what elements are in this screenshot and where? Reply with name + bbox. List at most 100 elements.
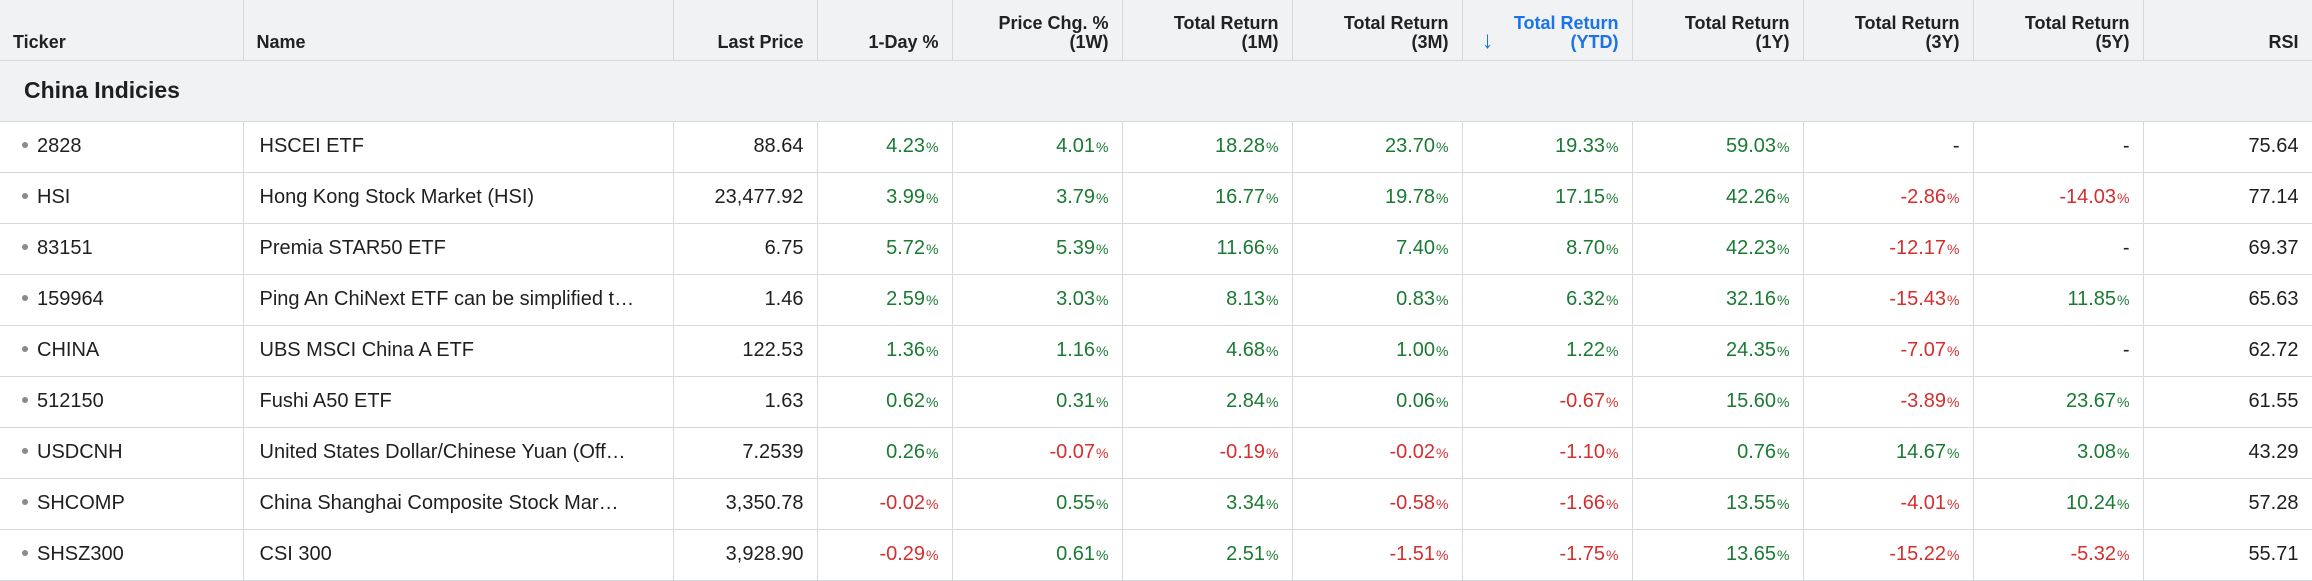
value: 3.79 (1056, 186, 1096, 208)
column-header-tr-3m[interactable]: Total Return (3M) (1292, 0, 1463, 61)
value: 5.72 (886, 237, 926, 259)
table-row[interactable]: 512150 Fushi A50 ETF 1.63 0.62% 0.31% 2.84% 0.… (0, 376, 2312, 428)
percent-sign: % (1947, 547, 1960, 563)
cell-name[interactable]: Fushi A50 ETF (243, 376, 674, 428)
value: - (2122, 339, 2130, 361)
cell-rsi: 65.63 (2143, 274, 2312, 326)
cell-name[interactable]: Premia STAR50 ETF (243, 223, 674, 275)
cell-tr-1m: 16.77% (1122, 172, 1293, 224)
cell-tr-5y: 23.67% (1973, 376, 2144, 428)
value: 7.40 (1396, 237, 1436, 259)
column-header-line1: Total Return (1684, 12, 1790, 33)
ticker-symbol[interactable]: CHINA (37, 339, 100, 361)
value: -2.86 (1900, 186, 1947, 208)
cell-tr-3y: -7.07% (1803, 325, 1974, 377)
ticker-symbol[interactable]: 2828 (37, 135, 82, 157)
cell-name[interactable]: Hong Kong Stock Market (HSI) (243, 172, 674, 224)
cell-name[interactable]: HSCEI ETF (243, 121, 674, 173)
bullet-dot-icon (22, 141, 28, 148)
column-header-tr-3y[interactable]: Total Return (3Y) (1803, 0, 1974, 61)
ticker-symbol[interactable]: 159964 (37, 288, 104, 310)
percent-sign: % (1947, 241, 1960, 257)
cell-name[interactable]: United States Dollar/Chinese Yuan (Off… (243, 427, 674, 479)
percent-sign: % (1266, 241, 1279, 257)
percent-sign: % (1436, 241, 1449, 257)
table-row[interactable]: 2828 HSCEI ETF 88.64 4.23% 4.01% 18.28% 23.70%… (0, 121, 2312, 173)
value: -1.75 (1559, 543, 1606, 565)
cell-ticker: 159964 (0, 274, 244, 326)
cell-tr-ytd: 8.70% (1462, 223, 1633, 275)
column-header-line1: Last Price (717, 31, 804, 52)
column-header-day-pct[interactable]: 1-Day % (817, 0, 953, 61)
percent-sign: % (2117, 547, 2130, 563)
cell-day-pct: 4.23% (817, 121, 953, 173)
column-header-chg-1w[interactable]: Price Chg. % (1W) (952, 0, 1123, 61)
value: -0.07 (1049, 441, 1096, 463)
bullet-dot-icon (22, 498, 28, 505)
cell-chg-1w: 1.16% (952, 325, 1123, 377)
column-header-ticker[interactable]: Ticker (0, 0, 244, 61)
table-row[interactable]: HSI Hong Kong Stock Market (HSI) 23,477.92… (0, 172, 2312, 224)
bullet-dot-icon (22, 396, 28, 403)
value: -14.03 (2059, 186, 2117, 208)
column-header-tr-5y[interactable]: Total Return (5Y) (1973, 0, 2144, 61)
percent-sign: % (926, 445, 939, 461)
column-header-label: Total Return (3Y) (1817, 13, 1960, 52)
cell-last-price: 3,350.78 (673, 478, 818, 530)
sort-descending-icon[interactable]: ↓ (1481, 26, 1494, 54)
table-row[interactable]: 83151 Premia STAR50 ETF 6.75 5.72% 5.39% 11.6… (0, 223, 2312, 275)
percent-sign: % (1266, 445, 1279, 461)
ticker-symbol[interactable]: USDCNH (37, 441, 123, 463)
value: 15.60 (1725, 390, 1777, 412)
value: 8.70 (1566, 237, 1606, 259)
column-header-tr-1m[interactable]: Total Return (1M) (1122, 0, 1293, 61)
percent-sign: % (1606, 292, 1619, 308)
ticker-symbol[interactable]: SHSZ300 (37, 543, 124, 565)
cell-name[interactable]: UBS MSCI China A ETF (243, 325, 674, 377)
ticker-symbol[interactable]: 512150 (37, 390, 104, 412)
cell-tr-1m: 4.68% (1122, 325, 1293, 377)
percent-sign: % (1096, 292, 1109, 308)
column-header-line2: (1M) (1241, 31, 1279, 52)
group-row-china-indicies[interactable]: China Indicies (0, 60, 2312, 122)
bullet-dot-icon (22, 549, 28, 556)
cell-rsi: 55.71 (2143, 529, 2312, 581)
value: 0.31 (1056, 390, 1096, 412)
column-header-rsi[interactable]: RSI (2143, 0, 2312, 61)
cell-name[interactable]: Ping An ChiNext ETF can be simplified t… (243, 274, 674, 326)
column-header-line2: (1W) (1069, 31, 1109, 52)
column-header-line1: Total Return (1173, 12, 1279, 33)
value: 19.78 (1384, 186, 1436, 208)
percent-sign: % (2117, 292, 2130, 308)
column-header-last-price[interactable]: Last Price (673, 0, 818, 61)
table-row[interactable]: 159964 Ping An ChiNext ETF can be simplif… (0, 274, 2312, 326)
column-header-tr-1y[interactable]: Total Return (1Y) (1632, 0, 1804, 61)
cell-tr-ytd: 19.33% (1462, 121, 1633, 173)
cell-tr-3m: 19.78% (1292, 172, 1463, 224)
cell-name[interactable]: CSI 300 (243, 529, 674, 581)
cell-last-price: 6.75 (673, 223, 818, 275)
column-header-tr-ytd[interactable]: ↓ Total Return (YTD) (1462, 0, 1633, 61)
percent-sign: % (1606, 445, 1619, 461)
table-row[interactable]: USDCNH United States Dollar/Chinese Yuan … (0, 427, 2312, 479)
percent-sign: % (1436, 496, 1449, 512)
ticker-symbol[interactable]: SHCOMP (37, 492, 125, 514)
percent-sign: % (1947, 394, 1960, 410)
ticker-symbol[interactable]: HSI (37, 186, 71, 208)
cell-tr-5y: -5.32% (1973, 529, 2144, 581)
value: - (2122, 135, 2130, 157)
cell-last-price: 23,477.92 (673, 172, 818, 224)
column-header-line1: Price Chg. % (998, 12, 1109, 33)
table-row[interactable]: CHINA UBS MSCI China A ETF 122.53 1.36% 1.16… (0, 325, 2312, 377)
value: 2.84 (1226, 390, 1266, 412)
value: -0.67 (1559, 390, 1606, 412)
cell-tr-5y: - (1973, 325, 2144, 377)
table-row[interactable]: SHCOMP China Shanghai Composite Stock Mar… (0, 478, 2312, 530)
value: -4.01 (1900, 492, 1947, 514)
table-row[interactable]: SHSZ300 CSI 300 3,928.90 -0.29% 0.61% 2.51% -1… (0, 529, 2312, 581)
column-header-name[interactable]: Name (243, 0, 674, 61)
ticker-symbol[interactable]: 83151 (37, 237, 93, 259)
cell-name[interactable]: China Shanghai Composite Stock Mar… (243, 478, 674, 530)
cell-tr-3m: 23.70% (1292, 121, 1463, 173)
value: 3.03 (1056, 288, 1096, 310)
